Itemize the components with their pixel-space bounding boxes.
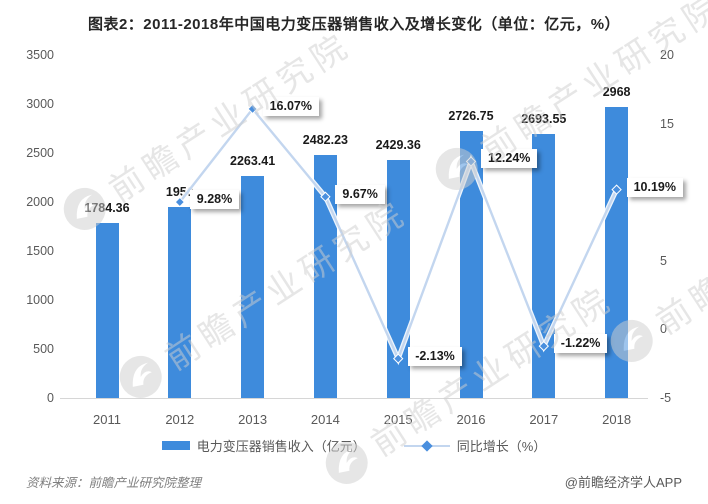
bar-value-label: 2693.55	[521, 112, 567, 127]
bar-2014	[313, 154, 337, 398]
growth-value-callout: -2.13%	[408, 346, 462, 366]
bar-value-label: 2429.36	[375, 137, 421, 152]
y-axis-left-tick: 3000	[26, 97, 54, 111]
bar-2012	[168, 206, 192, 398]
x-axis-tick-2016: 2016	[456, 412, 486, 427]
bar-value-label: 2263.41	[230, 154, 276, 169]
growth-value-callout: 10.19%	[626, 177, 683, 197]
legend-item-revenue: 电力变压器销售收入（亿元）	[161, 436, 366, 455]
legend-line-swatch-icon	[403, 439, 450, 452]
growth-point-diamond-icon	[247, 103, 258, 115]
legend-bar-swatch-icon	[161, 441, 190, 450]
footer: 资料来源：前瞻产业研究院整理 @前瞻经济学人APP	[0, 468, 708, 492]
y-axis-right-tick: -5	[660, 391, 672, 405]
growth-value-callout: 9.67%	[335, 184, 385, 204]
y-axis-left-tick: 2000	[26, 195, 54, 209]
bar-value-label: 2482.23	[302, 132, 348, 147]
source-note: 资料来源：前瞻产业研究院整理	[26, 476, 202, 490]
y-axis-right-tick: 5	[660, 253, 667, 268]
y-axis-left-tick: 500	[33, 342, 54, 356]
legend-bar-label: 电力变压器销售收入（亿元）	[196, 439, 366, 454]
y-axis-right-tick: 20	[660, 48, 674, 62]
legend: 电力变压器销售收入（亿元） 同比增长（%）	[0, 436, 708, 455]
legend-item-growth: 同比增长（%）	[403, 436, 547, 455]
bar-2016	[459, 130, 483, 398]
y-axis-left-tick: 2500	[26, 146, 54, 160]
x-axis-tick-2013: 2013	[238, 412, 268, 427]
x-axis-tick-2018: 2018	[602, 412, 632, 427]
bar-value-label: 2968	[602, 85, 631, 100]
legend-diamond-icon	[421, 439, 433, 452]
x-axis-tick-2015: 2015	[383, 412, 413, 427]
bar-value-label: 2726.75	[448, 108, 494, 123]
bar-value-label: 1784.36	[84, 201, 130, 216]
y-axis-right-tick: 15	[660, 116, 674, 131]
y-axis-left-tick: 1000	[26, 293, 54, 307]
growth-value-callout: -1.22%	[553, 334, 608, 354]
bar-2011	[95, 223, 119, 398]
bar-2018	[605, 107, 629, 398]
bar-2015	[386, 159, 410, 398]
growth-point-diamond-icon	[174, 196, 186, 208]
x-axis-tick-2012: 2012	[165, 412, 195, 427]
legend-line-label: 同比增长（%）	[456, 439, 547, 454]
growth-value-callout: 9.28%	[189, 190, 240, 210]
credit-note: @前瞻经济学人APP	[564, 475, 682, 490]
x-axis-tick-2017: 2017	[529, 412, 559, 427]
bar-2013	[241, 176, 265, 398]
y-axis-right-tick: 0	[660, 322, 667, 337]
y-axis-left-tick: 1500	[26, 244, 54, 258]
x-axis-tick-2011: 2011	[93, 412, 121, 427]
y-axis-left-tick: 0	[47, 391, 54, 405]
growth-value-callout: 12.24%	[481, 149, 538, 169]
bar-2017	[532, 134, 556, 398]
x-axis-tick-2014: 2014	[310, 412, 340, 427]
growth-value-callout: 16.07%	[262, 96, 319, 116]
x-axis-line	[60, 398, 648, 399]
chart-title: 图表2：2011-2018年中国电力变压器销售收入及增长变化（单位：亿元，%）	[87, 16, 621, 33]
y-axis-left-tick: 3500	[26, 48, 54, 62]
